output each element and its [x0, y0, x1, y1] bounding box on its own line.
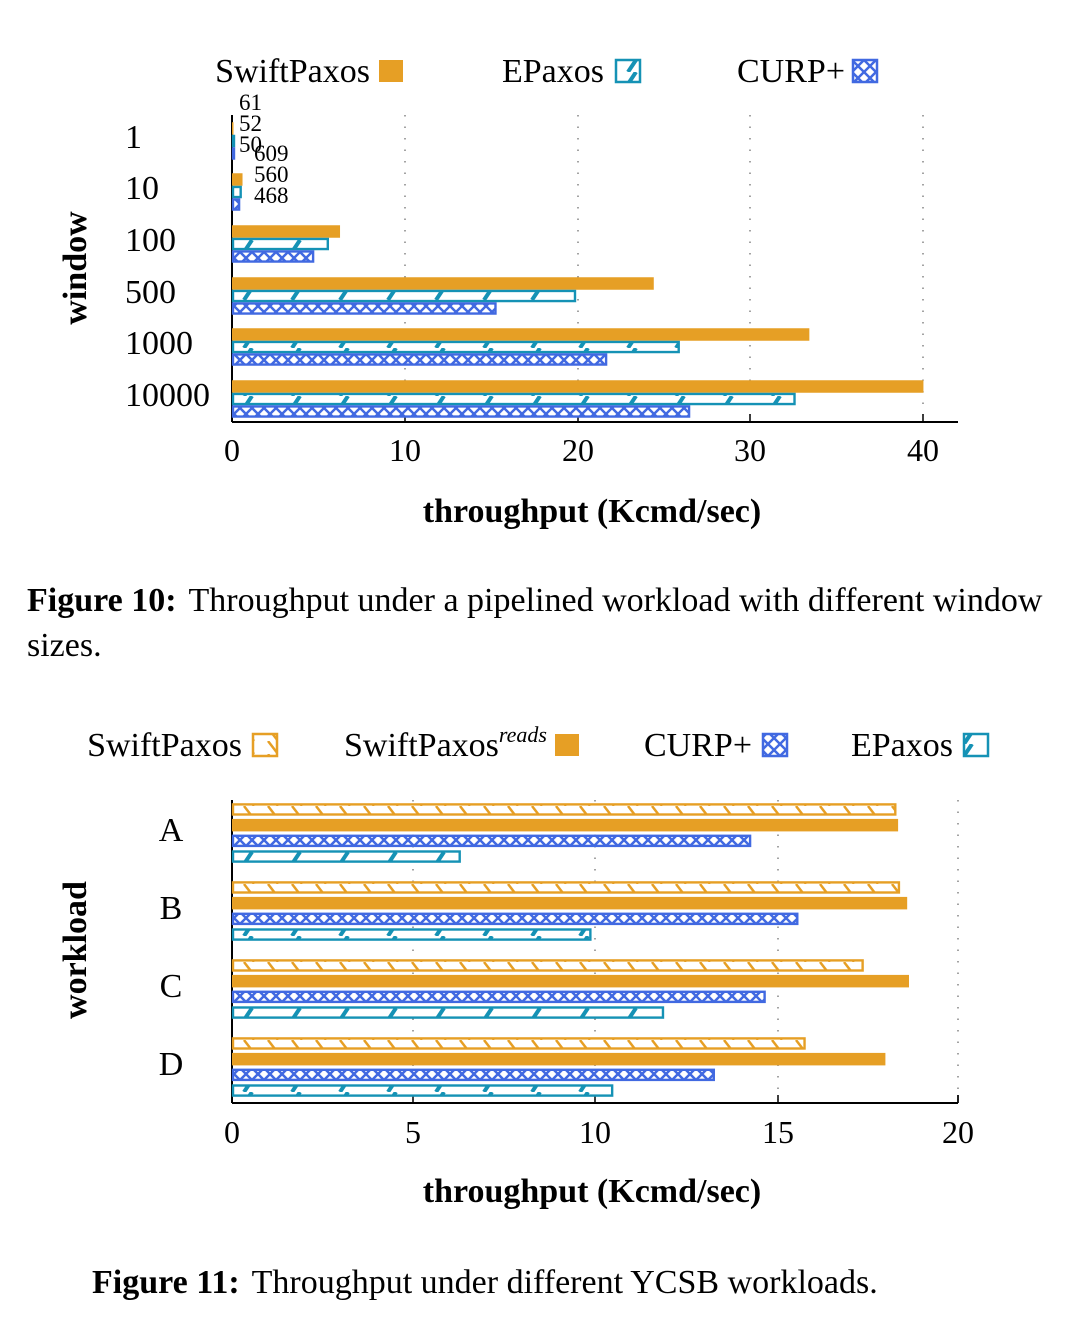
bar-swiftpaxos [231, 959, 864, 972]
legend-swatch-icon [251, 732, 279, 758]
bar-swiftpaxos [232, 328, 810, 341]
legend-name: EPaxos [851, 727, 953, 764]
category-label: C [160, 968, 183, 1005]
bar-epaxos [231, 185, 242, 199]
chart-window-throughput: 0 10 20 30 40 throughput (Kcmd/sec) window 1 10 1… [57, 53, 958, 530]
bar-epaxos [231, 340, 680, 354]
bar-swiftpaxos-reads [232, 896, 908, 910]
bar-epaxos [231, 237, 330, 251]
bar-curp [231, 1068, 715, 1082]
category-label: 10000 [125, 377, 210, 414]
figure-10-label: Figure 10: [27, 582, 177, 619]
legend-name: SwiftPaxos [87, 727, 242, 764]
bar-epaxos [231, 289, 577, 303]
bar-swiftpaxos [232, 122, 234, 135]
x-tick-label: 0 [224, 432, 240, 468]
bar-swiftpaxos-reads [232, 818, 899, 832]
figure-11-text: Throughput under different YCSB workload… [251, 1264, 878, 1301]
legend-label: EPaxos [851, 727, 953, 764]
bar-curp [231, 147, 236, 160]
bar-epaxos [231, 928, 592, 941]
category-label: 100 [125, 222, 176, 259]
legend-swatch-icon [962, 732, 990, 758]
legend-swatch-icon [761, 732, 789, 758]
x-tick-label: 10 [579, 1114, 611, 1150]
category-label: B [160, 890, 183, 927]
y-axis-label: workload [57, 881, 94, 1019]
bar-curp [231, 302, 497, 315]
bar-swiftpaxos [231, 881, 901, 894]
legend-name: SwiftPaxos [344, 727, 499, 764]
x-axis-label: throughput (Kcmd/sec) [423, 1173, 761, 1210]
x-axis-label: throughput (Kcmd/sec) [423, 493, 761, 530]
value-label: 609 [254, 141, 289, 166]
x-tick-label: 30 [734, 432, 766, 468]
value-label: 560 [254, 162, 289, 187]
bar-curp [231, 834, 752, 848]
category-label: 1 [125, 119, 142, 156]
x-tick-label: 10 [389, 432, 421, 468]
x-tick-label: 20 [942, 1114, 974, 1150]
x-tick-label: 5 [405, 1114, 421, 1150]
legend-label: SwiftPaxosreads [344, 722, 547, 764]
bar-curp [231, 198, 241, 211]
legend-label: CURP+ [737, 53, 845, 90]
legend-swatch-icon [851, 58, 879, 84]
category-label: D [159, 1046, 184, 1083]
bar-epaxos [231, 1084, 614, 1097]
legend-label: SwiftPaxos [87, 727, 242, 764]
legend-swatch-icon [555, 734, 579, 756]
bar-swiftpaxos [232, 277, 654, 290]
legend-name: CURP+ [737, 53, 845, 90]
bar-curp [231, 912, 799, 926]
category-label: 1000 [125, 325, 193, 362]
value-label: 50 [239, 132, 262, 157]
bar-curp [231, 405, 691, 418]
bar-swiftpaxos [232, 225, 341, 238]
bar-curp [231, 250, 315, 263]
legend-name: EPaxos [502, 53, 604, 90]
category-label: 500 [125, 274, 176, 311]
x-tick-label: 15 [762, 1114, 794, 1150]
bar-curp [231, 353, 608, 366]
legend-name: CURP+ [644, 727, 752, 764]
category-label: 10 [125, 170, 159, 207]
bar-epaxos [231, 850, 461, 863]
figure-11-caption: Figure 11: Throughput under different YCS… [92, 1260, 1052, 1305]
legend-swatch-icon [379, 60, 403, 82]
bar-swiftpaxos [231, 803, 897, 816]
bar-swiftpaxos [232, 380, 924, 393]
x-tick-label: 0 [224, 1114, 240, 1150]
y-axis-label: window [57, 211, 94, 325]
bar-curp [231, 990, 766, 1004]
figure-11-label: Figure 11: [92, 1264, 240, 1301]
x-tick-label: 40 [907, 432, 939, 468]
legend-label: SwiftPaxos [215, 53, 370, 90]
figure-10-text: Throughput under a pipelined workload wi… [27, 582, 1043, 664]
value-label: 468 [254, 183, 289, 208]
bar-swiftpaxos-reads [232, 1052, 886, 1066]
legend-label: EPaxos [502, 53, 604, 90]
legend-swatch-icon [614, 58, 642, 84]
bar-swiftpaxos [232, 173, 243, 186]
figure-10-caption: Figure 10: Throughput under a pipelined w… [27, 578, 1057, 668]
bar-epaxos [231, 134, 236, 148]
legend-superscript: reads [499, 722, 547, 747]
bar-epaxos [231, 1006, 665, 1019]
value-label: 52 [239, 111, 262, 136]
category-label: A [159, 812, 184, 849]
legend-label: CURP+ [644, 727, 752, 764]
bar-swiftpaxos [231, 1037, 806, 1050]
value-label: 61 [239, 90, 262, 115]
legend-name: SwiftPaxos [215, 53, 370, 90]
bar-epaxos [231, 392, 796, 406]
bar-swiftpaxos-reads [232, 974, 909, 988]
chart-workload-throughput: 0 5 10 15 20 throughput (Kcmd/sec) workload A B C… [57, 722, 990, 1210]
x-tick-label: 20 [562, 432, 594, 468]
